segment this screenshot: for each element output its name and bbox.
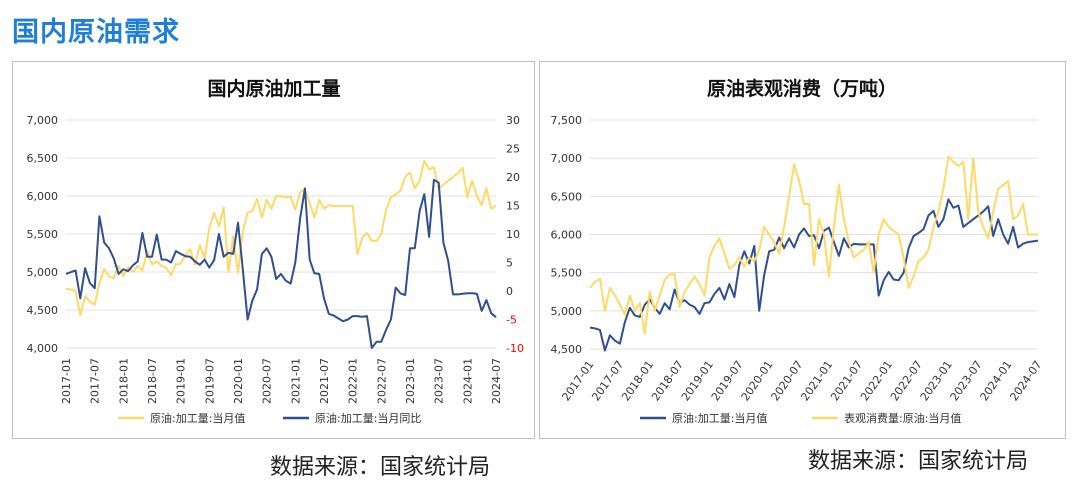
crude-processing-chart: 国内原油加工量 4,000 4,500 5,000 5,500 6,000 6,500 7,0…: [27, 77, 524, 425]
x-tick-label: 2018-07: [146, 358, 159, 404]
series-line-2: [589, 155, 1038, 335]
legend-label: 表观消费量:原油:当月值: [844, 411, 961, 425]
y-left-tick-label: 6,000: [27, 190, 59, 203]
chart-panel-apparent-consumption: 原油表观消费（万吨） 4,500 5,000 5,500 6,000 6,500 7,000…: [539, 61, 1066, 439]
y-right-tick-label: 30: [506, 114, 520, 127]
y-right-tick-label: 20: [506, 171, 520, 184]
y-right-tick-label: 5: [506, 257, 513, 270]
y-left-tick-label: 4,500: [551, 343, 583, 356]
legend-label: 原油:加工量:当月值: [150, 411, 245, 425]
chart-panel-crude-processing: 国内原油加工量 4,000 4,500 5,000 5,500 6,000 6,500 7,0…: [12, 61, 535, 439]
x-tick-label: 2024-01: [461, 358, 474, 404]
x-tick-label: 2023-01: [404, 358, 417, 404]
series-line-1: [65, 160, 497, 317]
legend-label: 原油:加工量:当月值: [672, 411, 767, 425]
x-tick-label: 2021-01: [289, 358, 302, 404]
legend-label: 原油:加工量:当月同比: [315, 411, 421, 425]
x-tick-label: 2017-07: [89, 358, 102, 404]
y-left-tick-label: 7,500: [551, 114, 583, 127]
y-left-tick-label: 6,500: [27, 152, 59, 165]
x-tick-label: 2017-01: [60, 358, 73, 404]
y-left-tick-label: 7,000: [27, 114, 59, 127]
x-tick-label: 2021-07: [318, 358, 331, 404]
y-left-tick-label: 5,000: [551, 305, 583, 318]
series-line-1: [589, 198, 1039, 352]
y-left-tick-label: 7,000: [551, 152, 583, 165]
x-tick-label: 2022-01: [347, 358, 360, 404]
y-left-tick-label: 6,500: [551, 190, 583, 203]
x-tick-label: 2019-01: [175, 358, 188, 404]
source-note-right: 数据来源：国家统计局: [808, 449, 1029, 474]
x-tick-label: 2023-07: [433, 358, 446, 404]
chart-title: 国内原油加工量: [207, 77, 340, 100]
x-tick-label: 2018-01: [117, 358, 130, 404]
page-title: 国内原油需求: [12, 17, 180, 48]
y-right-tick-label: -5: [506, 314, 517, 327]
y-left-tick-label: 6,000: [551, 229, 583, 242]
x-tick-label: 2024-07: [490, 358, 503, 404]
y-left-tick-label: 5,000: [27, 266, 59, 279]
x-tick-label: 2020-01: [232, 358, 245, 404]
y-right-tick-label: -10: [506, 342, 524, 355]
series-line-2: [65, 178, 497, 349]
y-left-tick-label: 5,500: [551, 267, 583, 280]
y-left-tick-label: 4,500: [27, 304, 59, 317]
y-right-tick-label: 0: [506, 285, 513, 298]
y-left-tick-label: 4,000: [27, 342, 59, 355]
x-tick-label: 2022-07: [375, 358, 388, 404]
y-right-tick-label: 25: [506, 143, 520, 156]
chart-title: 原油表观消费（万吨）: [707, 77, 897, 100]
y-right-tick-label: 15: [506, 200, 520, 213]
x-tick-label: 2019-07: [203, 358, 216, 404]
y-left-tick-label: 5,500: [27, 228, 59, 241]
x-tick-label: 2020-07: [261, 358, 274, 404]
apparent-consumption-chart: 原油表观消费（万吨） 4,500 5,000 5,500 6,000 6,500 7,000…: [551, 77, 1045, 425]
y-right-tick-label: 10: [506, 228, 520, 241]
source-note-left: 数据来源：国家统计局: [270, 455, 491, 480]
